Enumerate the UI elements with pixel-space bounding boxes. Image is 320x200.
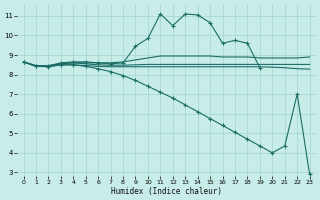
X-axis label: Humidex (Indice chaleur): Humidex (Indice chaleur) (111, 187, 222, 196)
